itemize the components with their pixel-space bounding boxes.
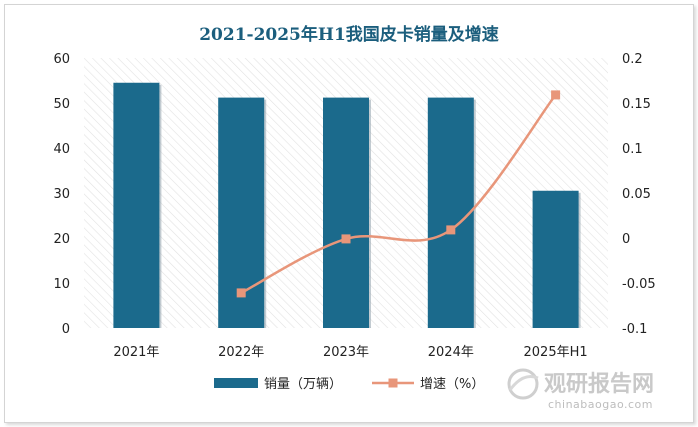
- growth-line: [240, 94, 557, 295]
- y-left-tick: 0: [62, 322, 70, 337]
- y-left-tick: 20: [53, 232, 70, 247]
- chart-title: 2021-2025年H1我国皮卡销量及增速: [199, 25, 499, 45]
- watermark-name: 观研报告网: [544, 372, 654, 397]
- watermark: 观研报告网 chinabaogao.com: [507, 368, 654, 411]
- watermark-logo-icon: [507, 368, 539, 400]
- y-right-tick: 0.05: [622, 187, 651, 202]
- y-right-tick: -0.05: [622, 277, 656, 292]
- growth-marker: [551, 90, 561, 100]
- bar-2025年H1: [532, 190, 579, 328]
- y-right-tick: -0.1: [622, 322, 647, 337]
- bar-2023年: [323, 97, 369, 328]
- legend-line-label: 增速（%）: [420, 377, 484, 392]
- y-left-tick: 50: [53, 97, 70, 112]
- x-tick: 2024年: [428, 345, 474, 360]
- bar-2021年: [113, 82, 160, 328]
- x-tick: 2023年: [323, 345, 369, 360]
- watermark-swoosh-icon: [508, 375, 539, 391]
- watermark-url: chinabaogao.com: [548, 398, 653, 411]
- y-left-tick: 30: [53, 187, 70, 202]
- x-tick: 2022年: [218, 345, 264, 360]
- y-right-tick: 0.2: [622, 52, 643, 67]
- growth-marker: [341, 234, 351, 244]
- growth-marker: [236, 288, 246, 298]
- x-tick: 2025年H1: [524, 345, 588, 360]
- y-left-tick: 40: [53, 142, 70, 157]
- bar-2024年: [427, 97, 474, 328]
- y-left-tick: 10: [53, 277, 70, 292]
- y-right-tick: 0: [622, 232, 630, 247]
- legend-line-marker: [388, 378, 398, 388]
- y-right-tick: 0.15: [622, 97, 651, 112]
- legend-bar-swatch: [214, 378, 258, 388]
- y-left-tick: 60: [53, 52, 70, 67]
- x-tick: 2021年: [113, 345, 159, 360]
- legend-bar-label: 销量（万辆）: [264, 377, 342, 392]
- y-right-tick: 0.1: [622, 142, 643, 157]
- growth-marker: [446, 225, 456, 235]
